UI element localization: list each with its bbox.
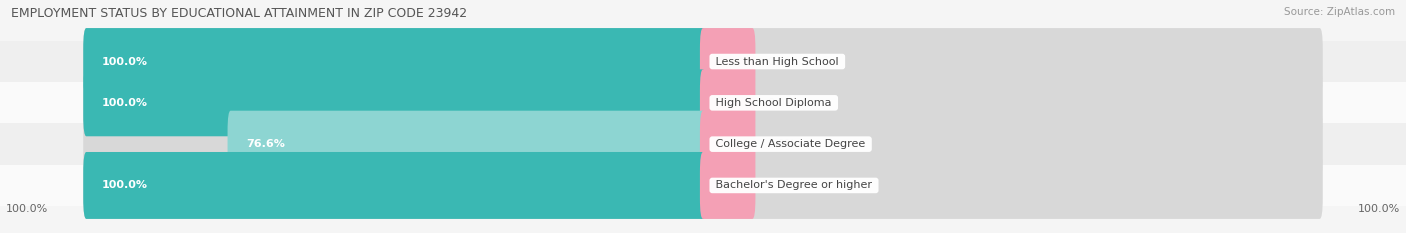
- FancyBboxPatch shape: [83, 69, 706, 136]
- FancyBboxPatch shape: [0, 165, 1406, 206]
- FancyBboxPatch shape: [700, 28, 1323, 95]
- FancyBboxPatch shape: [700, 111, 755, 178]
- FancyBboxPatch shape: [83, 28, 706, 95]
- Text: 100.0%: 100.0%: [101, 98, 148, 108]
- FancyBboxPatch shape: [700, 152, 1323, 219]
- Text: 0.0%: 0.0%: [768, 57, 796, 67]
- Text: Bachelor's Degree or higher: Bachelor's Degree or higher: [713, 180, 876, 190]
- FancyBboxPatch shape: [700, 111, 1323, 178]
- Text: 0.0%: 0.0%: [768, 98, 796, 108]
- Text: 100.0%: 100.0%: [1358, 204, 1400, 214]
- FancyBboxPatch shape: [83, 69, 706, 136]
- FancyBboxPatch shape: [700, 69, 755, 136]
- FancyBboxPatch shape: [700, 28, 755, 95]
- FancyBboxPatch shape: [83, 111, 706, 178]
- Text: High School Diploma: High School Diploma: [713, 98, 835, 108]
- Text: College / Associate Degree: College / Associate Degree: [713, 139, 869, 149]
- Text: 100.0%: 100.0%: [101, 180, 148, 190]
- FancyBboxPatch shape: [228, 111, 706, 178]
- FancyBboxPatch shape: [700, 152, 755, 219]
- Text: Less than High School: Less than High School: [713, 57, 842, 67]
- FancyBboxPatch shape: [83, 152, 706, 219]
- FancyBboxPatch shape: [0, 123, 1406, 165]
- Text: 0.0%: 0.0%: [768, 180, 796, 190]
- Text: 0.0%: 0.0%: [768, 139, 796, 149]
- Text: 100.0%: 100.0%: [101, 57, 148, 67]
- FancyBboxPatch shape: [700, 69, 1323, 136]
- FancyBboxPatch shape: [83, 28, 706, 95]
- FancyBboxPatch shape: [0, 41, 1406, 82]
- Text: EMPLOYMENT STATUS BY EDUCATIONAL ATTAINMENT IN ZIP CODE 23942: EMPLOYMENT STATUS BY EDUCATIONAL ATTAINM…: [11, 7, 467, 20]
- Text: 100.0%: 100.0%: [6, 204, 48, 214]
- Text: Source: ZipAtlas.com: Source: ZipAtlas.com: [1284, 7, 1395, 17]
- Text: 76.6%: 76.6%: [246, 139, 285, 149]
- FancyBboxPatch shape: [83, 152, 706, 219]
- FancyBboxPatch shape: [0, 82, 1406, 123]
